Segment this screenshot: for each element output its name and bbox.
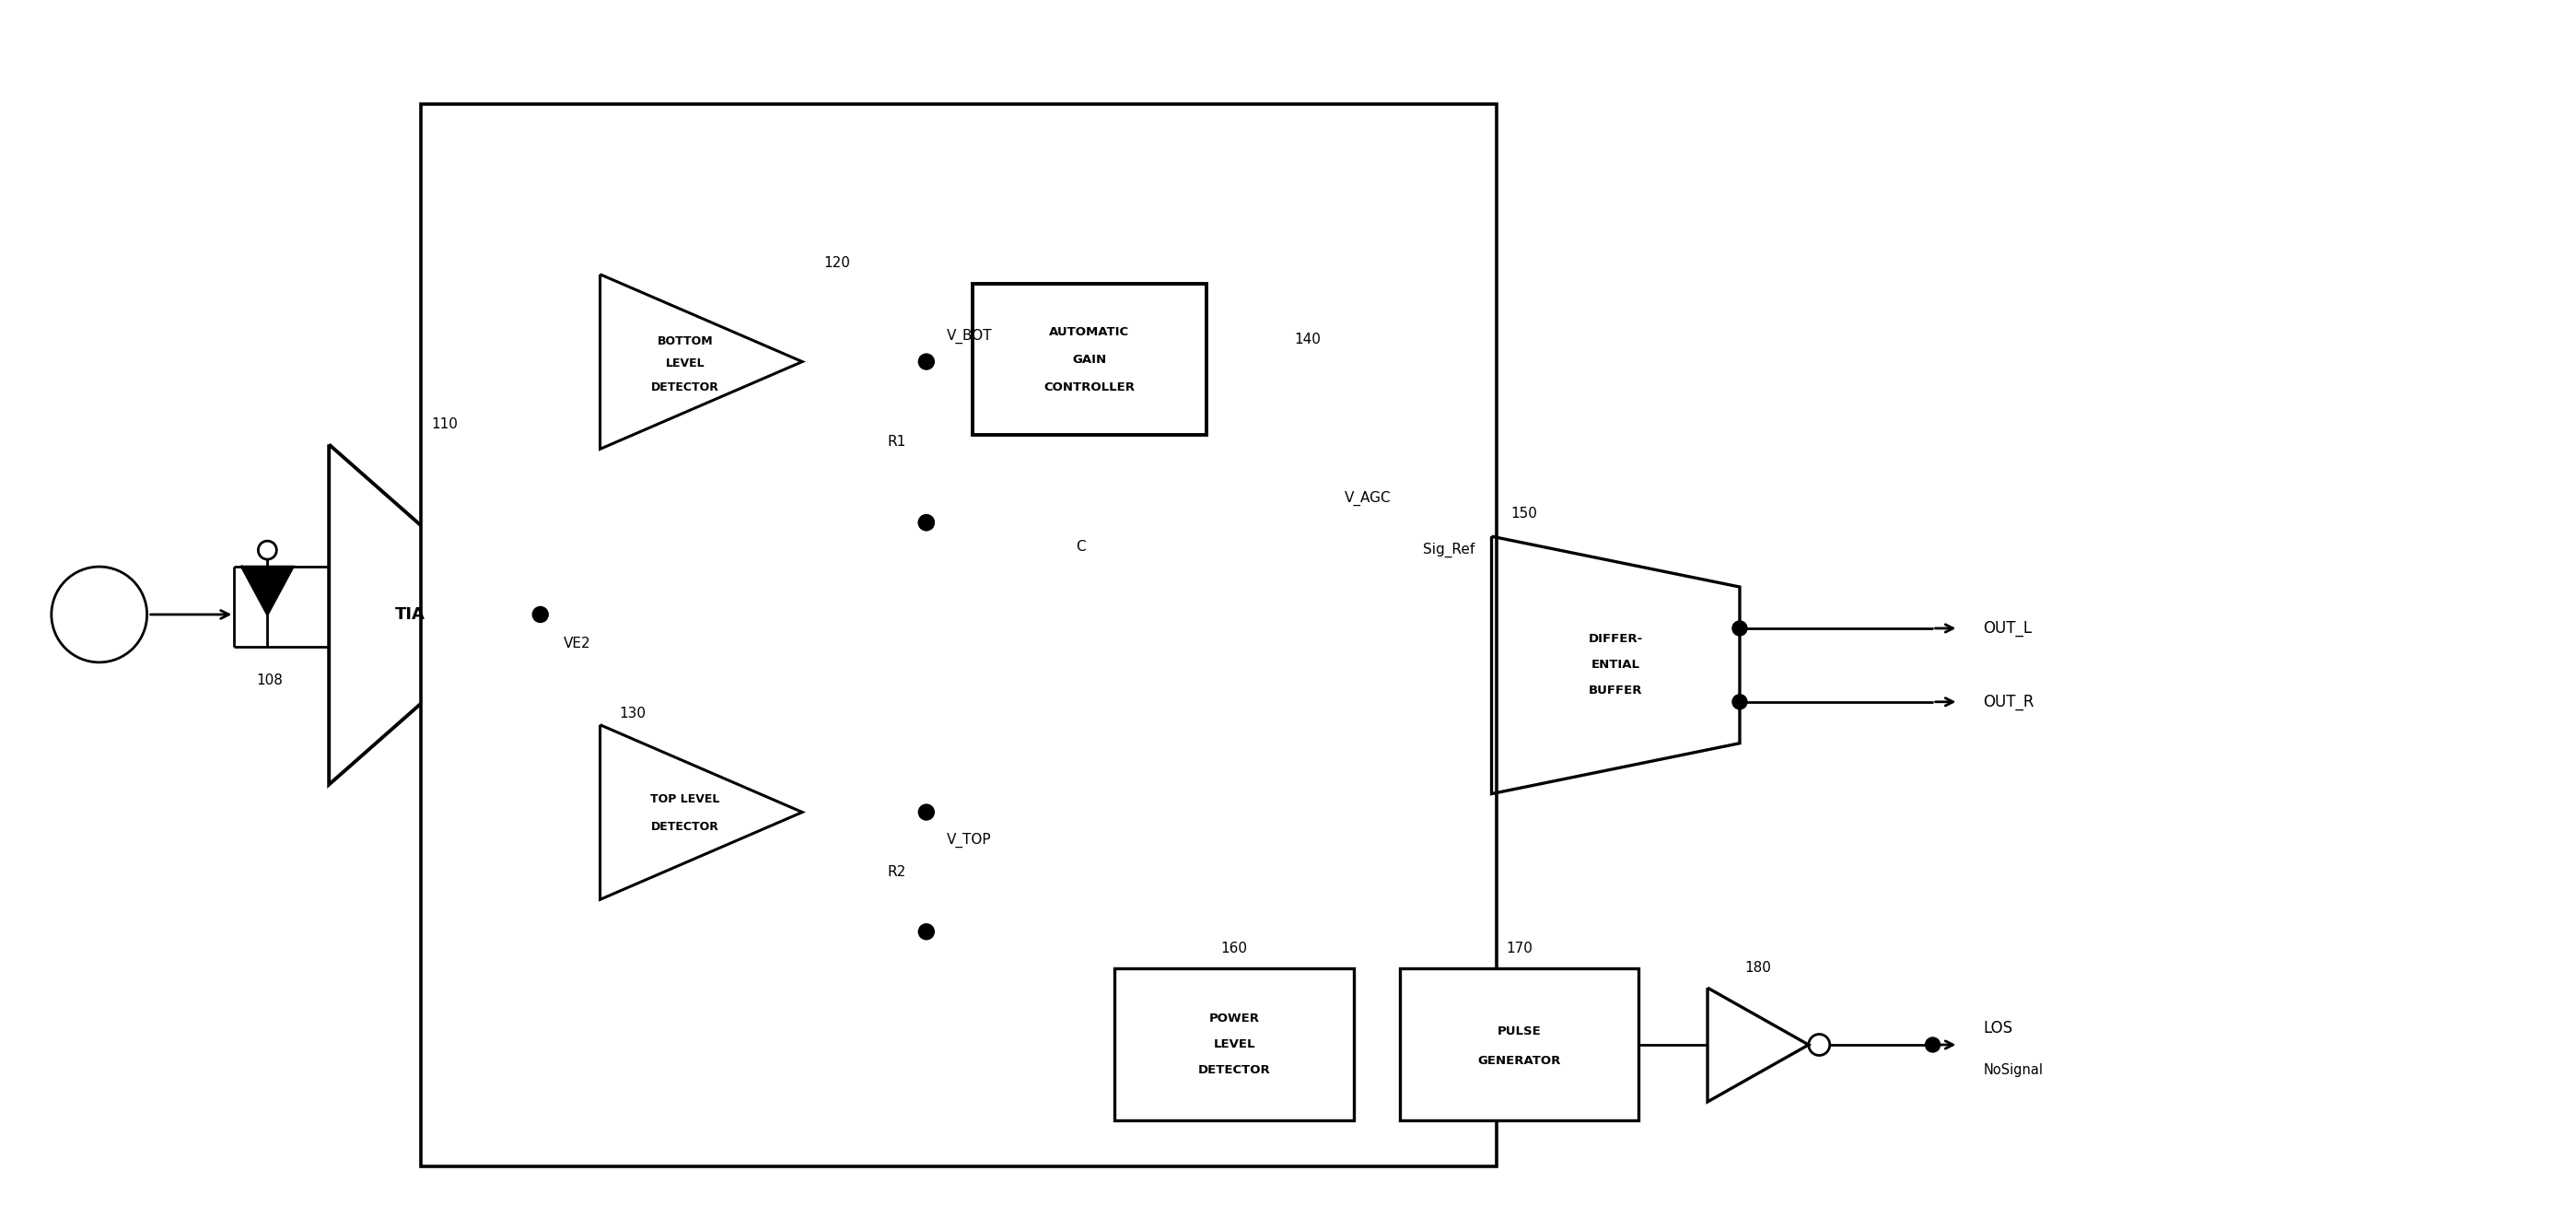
Text: DETECTOR: DETECTOR <box>652 821 719 833</box>
Text: 110: 110 <box>430 418 459 431</box>
Circle shape <box>1734 694 1747 709</box>
Bar <box>971 284 1206 435</box>
Text: TOP LEVEL: TOP LEVEL <box>649 793 719 805</box>
Circle shape <box>533 607 549 622</box>
Circle shape <box>1734 621 1747 636</box>
Text: Sig_Ref: Sig_Ref <box>1422 543 1473 558</box>
Text: GAIN: GAIN <box>1072 353 1108 365</box>
Circle shape <box>920 924 935 939</box>
Text: V_AGC: V_AGC <box>1345 491 1391 507</box>
Text: LOS: LOS <box>1984 1019 2012 1037</box>
Text: V_TOP: V_TOP <box>945 832 992 848</box>
Text: BUFFER: BUFFER <box>1589 685 1643 697</box>
Text: 170: 170 <box>1507 942 1533 955</box>
Text: POWER: POWER <box>1208 1012 1260 1024</box>
Text: DETECTOR: DETECTOR <box>1198 1065 1270 1075</box>
Text: PULSE: PULSE <box>1497 1026 1540 1038</box>
Text: CONTROLLER: CONTROLLER <box>1043 381 1136 393</box>
Text: AUTOMATIC: AUTOMATIC <box>1048 325 1131 337</box>
Text: OUT_R: OUT_R <box>1984 693 2035 710</box>
Text: 140: 140 <box>1296 333 1321 346</box>
Text: R1: R1 <box>889 435 907 449</box>
Bar <box>1399 968 1638 1121</box>
Circle shape <box>920 515 935 530</box>
Circle shape <box>920 354 935 369</box>
Text: 150: 150 <box>1510 507 1538 520</box>
Text: BOTTOM: BOTTOM <box>657 335 714 347</box>
Text: DETECTOR: DETECTOR <box>652 381 719 393</box>
Text: TIA: TIA <box>394 607 425 622</box>
Bar <box>420 105 1497 1166</box>
Text: 130: 130 <box>618 706 647 721</box>
Text: 120: 120 <box>824 257 850 270</box>
Text: VE2: VE2 <box>564 637 590 650</box>
Text: ENTIAL: ENTIAL <box>1592 659 1641 671</box>
Text: 108: 108 <box>255 674 283 688</box>
Text: DIFFER-: DIFFER- <box>1589 633 1643 646</box>
Bar <box>1115 968 1355 1121</box>
Circle shape <box>1924 1038 1940 1052</box>
Circle shape <box>920 804 935 820</box>
Text: LEVEL: LEVEL <box>1213 1039 1255 1050</box>
Text: NoSignal: NoSignal <box>1984 1063 2043 1078</box>
Text: OUT_L: OUT_L <box>1984 620 2032 637</box>
Text: LEVEL: LEVEL <box>665 358 706 369</box>
Text: 160: 160 <box>1221 942 1247 955</box>
Text: C: C <box>1077 540 1084 553</box>
Text: R2: R2 <box>889 865 907 879</box>
Circle shape <box>920 515 935 530</box>
Text: 180: 180 <box>1744 961 1772 974</box>
Text: V_BOT: V_BOT <box>945 329 992 343</box>
Text: GENERATOR: GENERATOR <box>1479 1055 1561 1067</box>
Polygon shape <box>242 566 294 615</box>
